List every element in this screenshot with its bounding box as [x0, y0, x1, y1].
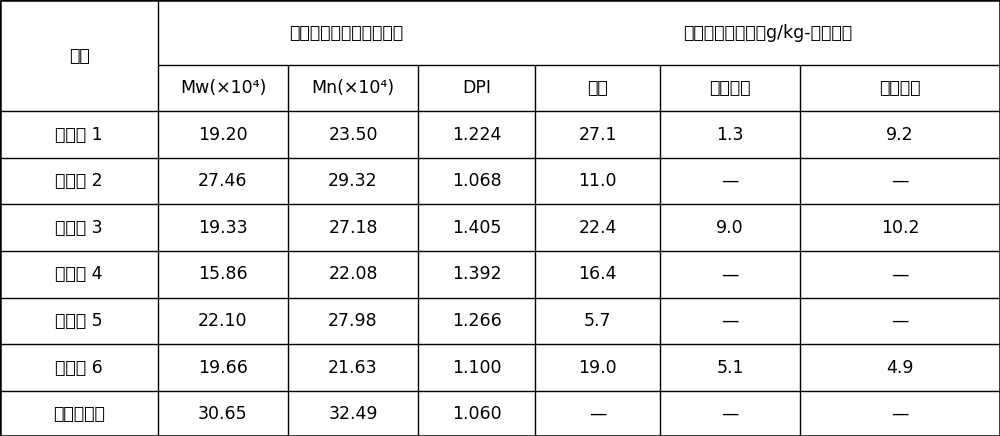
- Text: 1.060: 1.060: [452, 405, 501, 422]
- Text: 木质素原料: 木质素原料: [53, 405, 105, 422]
- Text: 1.3: 1.3: [716, 126, 744, 143]
- Text: 5.7: 5.7: [584, 312, 611, 330]
- Text: 15.86: 15.86: [198, 266, 248, 283]
- Text: —: —: [891, 312, 909, 330]
- Text: 9.2: 9.2: [886, 126, 914, 143]
- Text: 1.392: 1.392: [452, 266, 501, 283]
- Text: —: —: [721, 405, 739, 422]
- Text: 22.4: 22.4: [578, 219, 617, 237]
- Text: 1.224: 1.224: [452, 126, 501, 143]
- Text: 27.1: 27.1: [578, 126, 617, 143]
- Text: 实施例 6: 实施例 6: [55, 359, 103, 377]
- Text: 实施例 2: 实施例 2: [55, 172, 103, 190]
- Text: 21.63: 21.63: [328, 359, 378, 377]
- Text: —: —: [891, 266, 909, 283]
- Text: 22.08: 22.08: [328, 266, 378, 283]
- Text: 项目: 项目: [69, 47, 89, 65]
- Text: 10.2: 10.2: [881, 219, 919, 237]
- Text: —: —: [891, 405, 909, 422]
- Text: 5.1: 5.1: [716, 359, 744, 377]
- Text: —: —: [721, 266, 739, 283]
- Text: 19.33: 19.33: [198, 219, 248, 237]
- Text: 1.100: 1.100: [452, 359, 501, 377]
- Text: 29.32: 29.32: [328, 172, 378, 190]
- Text: —: —: [721, 312, 739, 330]
- Text: 27.46: 27.46: [198, 172, 248, 190]
- Text: 27.98: 27.98: [328, 312, 378, 330]
- Text: Mn(×10⁴): Mn(×10⁴): [311, 79, 395, 97]
- Text: 30.65: 30.65: [198, 405, 248, 422]
- Text: 16.4: 16.4: [578, 266, 617, 283]
- Text: —: —: [721, 172, 739, 190]
- Text: 32.49: 32.49: [328, 405, 378, 422]
- Text: 22.10: 22.10: [198, 312, 248, 330]
- Text: DPI: DPI: [462, 79, 491, 97]
- Text: 实施例 3: 实施例 3: [55, 219, 103, 237]
- Text: 23.50: 23.50: [328, 126, 378, 143]
- Text: 间二甲苯: 间二甲苯: [879, 79, 921, 97]
- Text: 27.18: 27.18: [328, 219, 378, 237]
- Text: 实施例 4: 实施例 4: [55, 266, 103, 283]
- Text: 19.20: 19.20: [198, 126, 248, 143]
- Text: 11.0: 11.0: [578, 172, 617, 190]
- Text: 19.0: 19.0: [578, 359, 617, 377]
- Text: 9.0: 9.0: [716, 219, 744, 237]
- Text: 木质素残渣的分子量分布: 木质素残渣的分子量分布: [289, 24, 404, 42]
- Text: 甲苯: 甲苯: [587, 79, 608, 97]
- Text: 实施例 5: 实施例 5: [55, 312, 103, 330]
- Text: 降解产物的产率（g/kg-木质素）: 降解产物的产率（g/kg-木质素）: [683, 24, 852, 42]
- Text: —: —: [891, 172, 909, 190]
- Text: 1.266: 1.266: [452, 312, 501, 330]
- Text: —: —: [589, 405, 606, 422]
- Text: 19.66: 19.66: [198, 359, 248, 377]
- Text: 邻二甲苯: 邻二甲苯: [709, 79, 751, 97]
- Text: Mw(×10⁴): Mw(×10⁴): [180, 79, 266, 97]
- Text: 实施例 1: 实施例 1: [55, 126, 103, 143]
- Text: 1.405: 1.405: [452, 219, 501, 237]
- Text: 4.9: 4.9: [886, 359, 914, 377]
- Text: 1.068: 1.068: [452, 172, 501, 190]
